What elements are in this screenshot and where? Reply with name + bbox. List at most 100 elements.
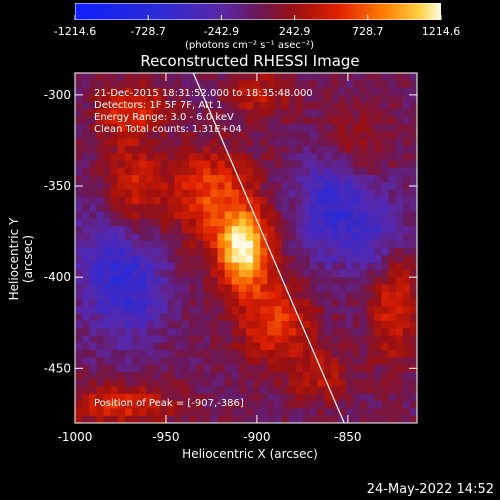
heatmap-cell <box>409 415 418 424</box>
heatmap-cell <box>210 182 218 191</box>
heatmap-cell <box>388 313 397 322</box>
heatmap-cell <box>146 262 154 271</box>
heatmap-cell <box>153 291 161 300</box>
heatmap-cell <box>210 211 218 220</box>
heatmap-cell <box>367 299 375 307</box>
heatmap-cell <box>310 175 318 183</box>
heatmap-cell <box>174 138 183 147</box>
heatmap-cell <box>231 131 240 140</box>
heatmap-cell <box>89 196 97 205</box>
heatmap-cell <box>153 167 161 176</box>
heatmap-cell <box>203 277 211 285</box>
heatmap-cell <box>117 196 126 205</box>
heatmap-cell <box>181 291 190 300</box>
heatmap-cell <box>189 73 197 81</box>
heatmap-cell <box>395 415 404 424</box>
heatmap-cell <box>345 335 354 344</box>
heatmap-cell <box>246 255 254 263</box>
heatmap-cell <box>253 284 261 293</box>
heatmap-cell <box>89 102 97 110</box>
heatmap-cell <box>246 342 254 351</box>
heatmap-cell <box>374 233 382 242</box>
heatmap-cell <box>331 248 340 256</box>
heatmap-cell <box>132 357 140 366</box>
heatmap-cell <box>181 357 190 366</box>
heatmap-cell <box>360 189 368 198</box>
heatmap-cell <box>224 80 233 88</box>
heatmap-cell <box>395 379 404 387</box>
heatmap-cell <box>388 124 397 132</box>
heatmap-cell <box>331 124 340 132</box>
heatmap-cell <box>388 364 397 373</box>
heatmap-cell <box>402 73 411 81</box>
heatmap-cell <box>274 160 283 169</box>
heatmap-cell <box>303 116 311 125</box>
heatmap-cell <box>96 393 104 402</box>
heatmap-cell <box>238 284 247 293</box>
heatmap-cell <box>260 248 268 256</box>
heatmap-cell <box>295 109 304 118</box>
heatmap-cell <box>360 204 368 212</box>
heatmap-cell <box>153 277 161 285</box>
heatmap-cell <box>75 255 83 263</box>
heatmap-cell <box>210 291 218 300</box>
heatmap-cell <box>274 335 283 344</box>
heatmap-cell <box>388 109 397 118</box>
heatmap-cell <box>231 138 240 147</box>
heatmap-cell <box>167 87 176 96</box>
heatmap-cell <box>153 109 161 118</box>
heatmap-cell <box>260 291 268 300</box>
heatmap-cell <box>267 299 275 307</box>
heatmap-cell <box>338 357 347 366</box>
heatmap-cell <box>238 320 247 329</box>
heatmap-cell <box>374 153 382 161</box>
heatmap-cell <box>231 320 240 329</box>
heatmap-cell <box>153 379 161 387</box>
heatmap-cell <box>89 335 97 344</box>
heatmap-cell <box>89 116 97 125</box>
heatmap-cell <box>238 248 247 256</box>
heatmap-cell <box>274 248 283 256</box>
heatmap-cell <box>345 124 354 132</box>
heatmap-cell <box>146 386 154 395</box>
heatmap-cell <box>331 364 340 373</box>
heatmap-cell <box>295 335 304 344</box>
heatmap-cell <box>267 175 275 183</box>
heatmap-cell <box>281 153 290 161</box>
heatmap-cell <box>124 408 133 417</box>
heatmap-cell <box>181 175 190 183</box>
heatmap-cell <box>388 138 397 147</box>
heatmap-cell <box>367 306 375 315</box>
heatmap-cell <box>260 145 268 154</box>
heatmap-cell <box>402 357 411 366</box>
heatmap-cell <box>317 299 325 307</box>
heatmap-cell <box>303 401 311 409</box>
heatmap-cell <box>103 262 112 271</box>
heatmap-cell <box>89 145 97 154</box>
heatmap-cell <box>374 189 382 198</box>
heatmap-cell <box>295 240 304 249</box>
heatmap-cell <box>82 262 90 271</box>
heatmap-cell <box>345 269 354 278</box>
heatmap-cell <box>303 153 311 161</box>
heatmap-cell <box>231 262 240 271</box>
heatmap-cell <box>310 262 318 271</box>
heatmap-cell <box>246 87 254 96</box>
heatmap-cell <box>117 262 126 271</box>
heatmap-cell <box>89 328 97 336</box>
heatmap-cell <box>381 299 389 307</box>
heatmap-cell <box>189 160 197 169</box>
heatmap-cell <box>288 313 297 322</box>
heatmap-cell <box>388 80 397 88</box>
heatmap-cell <box>267 240 275 249</box>
heatmap-cell <box>367 211 375 220</box>
heatmap-cell <box>153 357 161 366</box>
heatmap-cell <box>288 204 297 212</box>
heatmap-cell <box>196 415 204 424</box>
heatmap-cell <box>260 277 268 285</box>
heatmap-cell <box>231 415 240 424</box>
heatmap-cell <box>167 233 176 242</box>
heatmap-cell <box>246 248 254 256</box>
heatmap-cell <box>395 94 404 103</box>
heatmap-cell <box>367 94 375 103</box>
